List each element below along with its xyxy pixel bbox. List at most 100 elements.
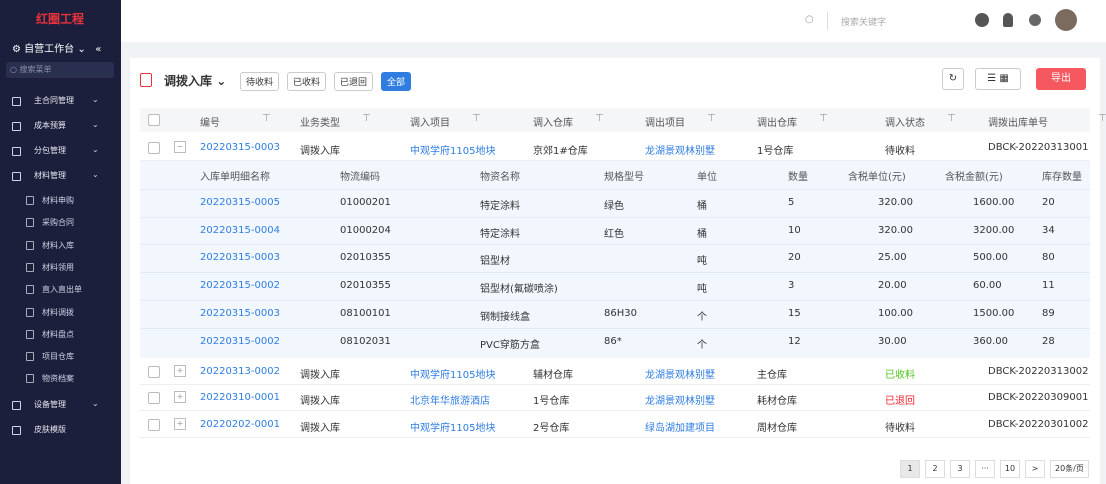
cell[interactable]: 20220310-0001: [200, 392, 280, 403]
tab[interactable]: 待收料: [240, 72, 280, 91]
menu-icon: [12, 400, 21, 410]
cell[interactable]: 绿岛湖加建项目: [645, 423, 715, 434]
column-header: 调入仓库: [533, 118, 573, 129]
page-title-text: 调拨入库: [164, 74, 213, 88]
detail-cell[interactable]: 20220315-0005: [200, 197, 280, 208]
row-border: [140, 437, 1090, 438]
search-input[interactable]: 搜索关键字: [841, 18, 887, 28]
menu-item[interactable]: 成本预算: [34, 121, 66, 130]
message-icon[interactable]: [975, 13, 989, 27]
submenu-item[interactable]: 材料盘点: [42, 329, 74, 339]
menu-item[interactable]: 设备管理: [34, 399, 66, 409]
sidebar: 红圈工程 ⚙ 自营工作台 ⌄ « ○ 搜索菜单 主合同管理 ⌄ 成本预算 ⌄ 分包管理 ⌄…: [0, 0, 121, 484]
detail-cell: 20: [788, 252, 801, 264]
detail-cell[interactable]: 20220315-0004: [200, 224, 280, 236]
row-checkbox[interactable]: [148, 366, 160, 378]
cell[interactable]: 20220315-0003: [200, 142, 280, 153]
cell[interactable]: 龙湖景观林别墅: [645, 396, 715, 407]
logo: 红圈工程: [36, 12, 85, 26]
submenu-item[interactable]: 材料领用: [42, 262, 74, 272]
row-checkbox[interactable]: [148, 142, 160, 154]
filter-icon[interactable]: ⊤: [1098, 113, 1106, 124]
expand-toggle[interactable]: +: [174, 365, 186, 377]
cell: 辅材仓库: [533, 370, 573, 381]
submenu-icon: [26, 218, 34, 228]
filter-icon[interactable]: ⊤: [262, 113, 271, 124]
menu-item[interactable]: 皮肤模版: [34, 424, 66, 434]
menu-icon: [12, 147, 21, 156]
menu-search[interactable]: ○ 搜索菜单: [6, 62, 114, 78]
menu-item[interactable]: 主合同管理: [34, 96, 74, 105]
cell: 1号仓库: [533, 396, 570, 407]
submenu-item[interactable]: 材料调拨: [42, 307, 74, 317]
view-toggle[interactable]: ☰ ▦: [975, 68, 1021, 90]
cell[interactable]: 龙湖景观林别墅: [645, 146, 715, 157]
bell-icon[interactable]: [1003, 13, 1013, 27]
filter-icon[interactable]: ⊤: [362, 113, 371, 124]
settings-icon[interactable]: [1029, 14, 1041, 26]
submenu-item[interactable]: 物资档案: [42, 374, 74, 384]
tab[interactable]: 全部: [381, 72, 412, 91]
detail-cell: 吨: [697, 256, 707, 268]
expand-toggle[interactable]: −: [174, 141, 186, 153]
detail-cell: 1600.00: [973, 197, 1015, 208]
workspace-switch[interactable]: ⚙ 自营工作台 ⌄ «: [12, 44, 102, 55]
cell[interactable]: 中观学府1105地块: [410, 370, 496, 381]
detail-cell: 钢制接线盒: [480, 311, 530, 323]
detail-cell: 11: [1042, 280, 1055, 292]
filter-icon[interactable]: ⊤: [947, 113, 956, 124]
detail-border: [140, 216, 1090, 218]
cell[interactable]: 20220313-0002: [200, 366, 280, 377]
tab[interactable]: 已退回: [334, 72, 374, 91]
cell[interactable]: 龙湖景观林别墅: [645, 370, 715, 381]
detail-cell[interactable]: 20220315-0002: [200, 280, 280, 292]
filter-icon[interactable]: ⊤: [595, 113, 604, 124]
cell: 京郊1#仓库: [533, 146, 588, 157]
page-title[interactable]: 调拨入库 ⌄: [164, 74, 227, 88]
menu-icon: [12, 172, 21, 181]
submenu-icon: [26, 374, 34, 384]
cell[interactable]: 中观学府1105地块: [410, 423, 496, 434]
filter-icon[interactable]: ⊤: [472, 113, 481, 124]
submenu-item[interactable]: 采购合同: [42, 218, 74, 228]
cell[interactable]: 北京年华旅游酒店: [410, 396, 490, 407]
detail-cell[interactable]: 20220315-0002: [200, 335, 280, 347]
detail-cell: 桶: [697, 228, 707, 240]
detail-cell: 个: [697, 339, 707, 351]
cell[interactable]: 20220202-0001: [200, 419, 280, 430]
filter-icon[interactable]: ⊤: [707, 113, 716, 124]
expand-toggle[interactable]: +: [174, 391, 186, 403]
page-button[interactable]: 10: [1000, 460, 1020, 478]
tab[interactable]: 已收料: [287, 72, 327, 91]
row-checkbox[interactable]: [148, 419, 160, 431]
export-button[interactable]: 导出: [1036, 68, 1086, 90]
detail-cell[interactable]: 20220315-0003: [200, 307, 280, 319]
refresh-button[interactable]: ↻: [942, 68, 964, 90]
page-button[interactable]: 1: [900, 460, 920, 478]
submenu-item[interactable]: 直入直出单: [42, 285, 82, 295]
submenu-item[interactable]: 材料入库: [42, 240, 74, 250]
detail-cell[interactable]: 20220315-0003: [200, 252, 280, 264]
checkbox[interactable]: [148, 114, 160, 126]
menu-item[interactable]: 分包管理: [34, 146, 66, 155]
cell: 耗材仓库: [757, 396, 797, 407]
submenu-icon: [26, 240, 34, 250]
avatar[interactable]: [1055, 9, 1077, 31]
page-size[interactable]: 20条/页: [1050, 460, 1089, 478]
detail-cell: 86H30: [604, 307, 637, 319]
filter-icon[interactable]: ⊤: [819, 113, 828, 124]
submenu-item[interactable]: 项目仓库: [42, 352, 74, 362]
cell: DBCK-20220301002: [988, 419, 1089, 430]
cell: 主仓库: [757, 370, 787, 381]
detail-header: 规格型号: [604, 172, 644, 183]
menu-item[interactable]: 材料管理: [34, 171, 66, 180]
next-page[interactable]: >: [1025, 460, 1045, 478]
page-button[interactable]: 2: [925, 460, 945, 478]
cell[interactable]: 中观学府1105地块: [410, 146, 496, 157]
expand-toggle[interactable]: +: [174, 418, 186, 430]
submenu-item[interactable]: 材料申购: [42, 196, 74, 205]
row-checkbox[interactable]: [148, 392, 160, 404]
page-button[interactable]: ···: [975, 460, 995, 478]
search-icon[interactable]: ○: [805, 14, 814, 25]
page-button[interactable]: 3: [950, 460, 970, 478]
